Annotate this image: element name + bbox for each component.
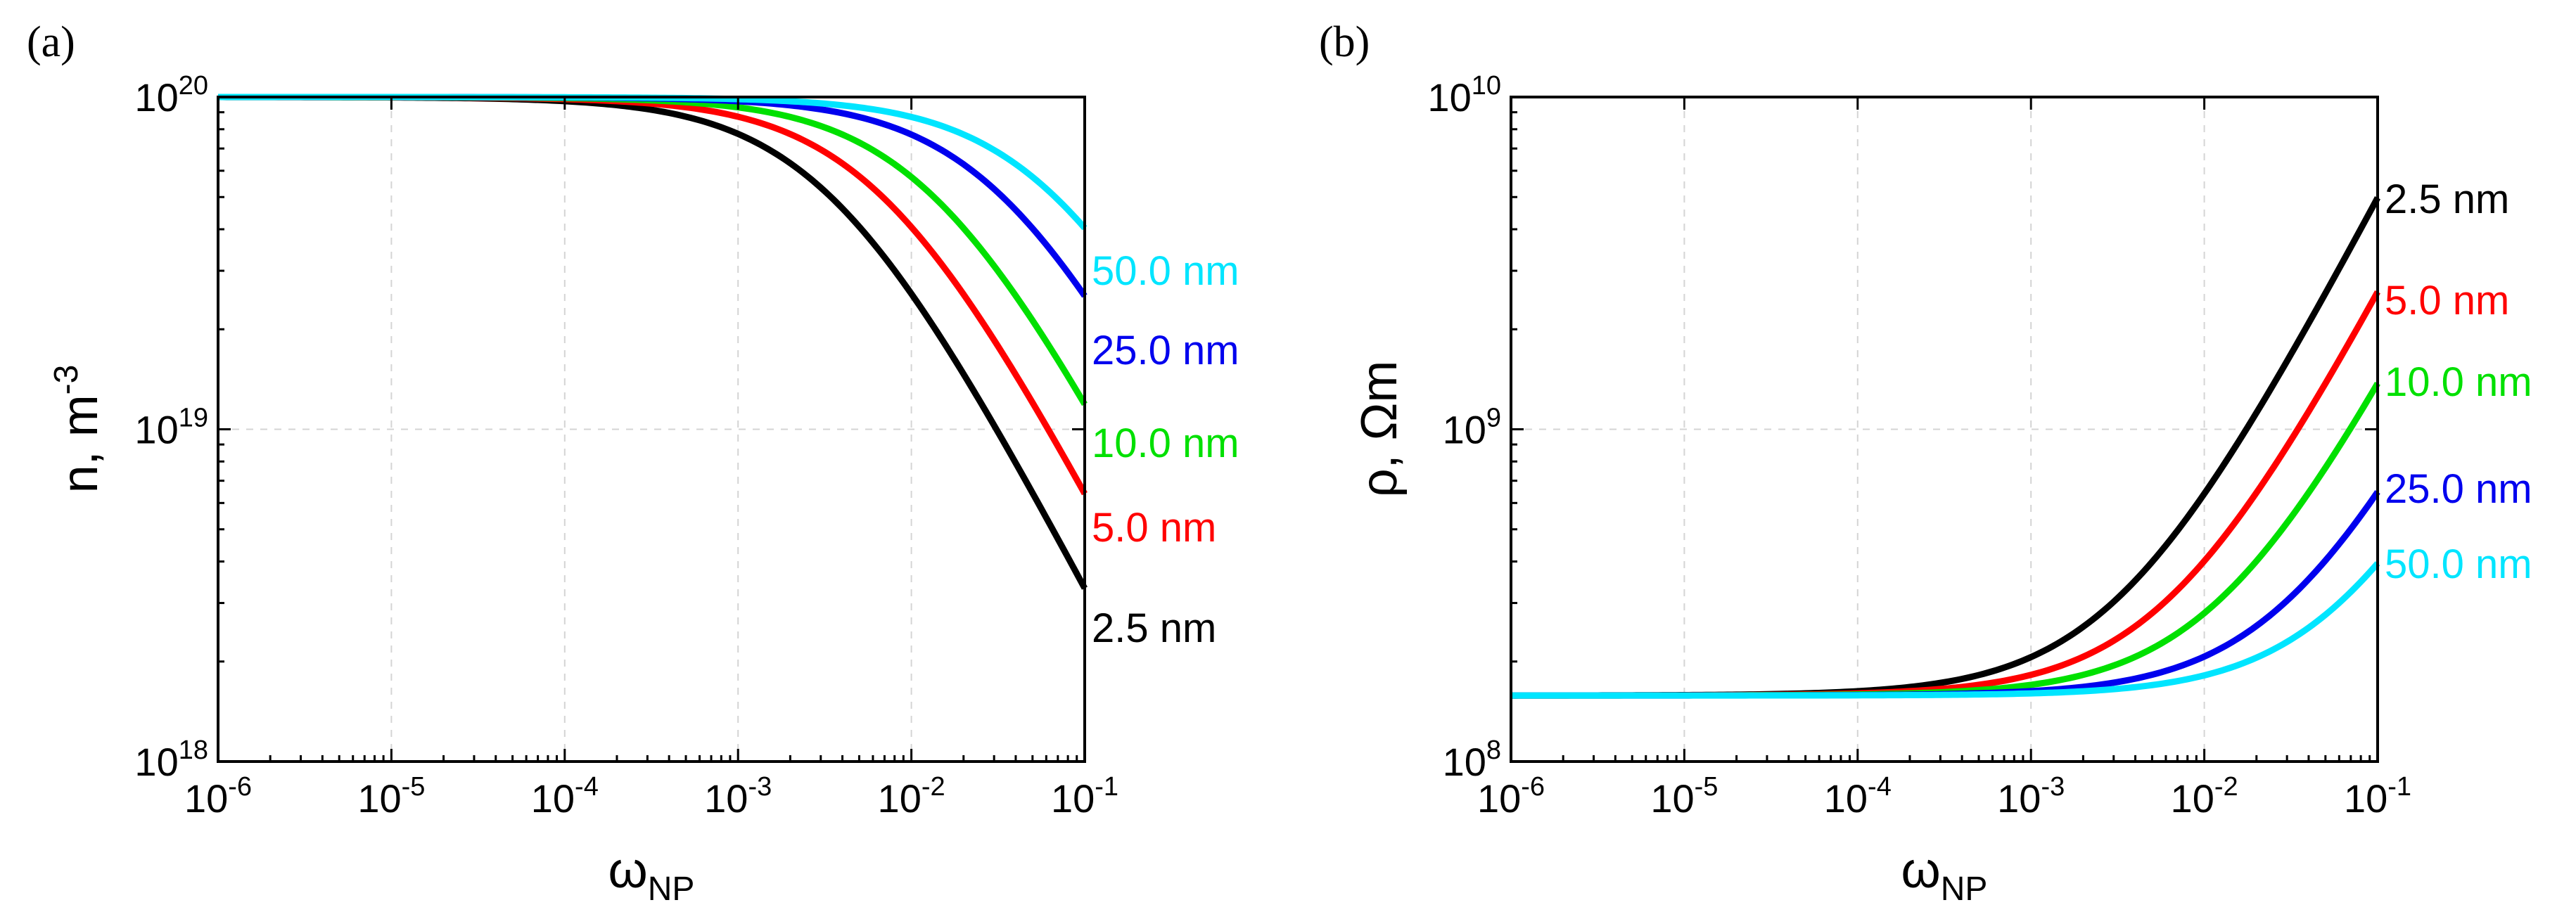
series-line-2-5-nm <box>1511 196 2380 699</box>
x-axis-label-b-main: ω <box>1901 842 1941 899</box>
series-line-25-0-nm <box>218 94 1088 298</box>
x-tick-label-base: 10 <box>2171 776 2214 821</box>
x-tick-label-base: 10 <box>1477 776 1521 821</box>
x-tick-label: 10-6 <box>184 772 252 821</box>
panel-label-a: (a) <box>27 18 75 66</box>
series-line-25-0-nm <box>1511 490 2380 699</box>
x-tick-label-base: 10 <box>1051 776 1095 821</box>
y-tick-label-exp: 18 <box>179 736 208 765</box>
y-tick-label: 1020 <box>134 71 208 120</box>
x-tick-label-base: 10 <box>184 776 228 821</box>
series-label-a: 5.0 nm <box>1092 505 1216 551</box>
x-tick-label-base: 10 <box>531 776 575 821</box>
y-axis-label-a: n, m-3 <box>48 365 108 494</box>
x-tick-label: 10-2 <box>2171 772 2238 821</box>
y-tick-label-base: 10 <box>1443 740 1486 784</box>
x-tick-label-exp: -3 <box>2041 772 2065 802</box>
x-tick-label-exp: -5 <box>1695 772 1719 802</box>
y-tick-label: 109 <box>1443 404 1501 452</box>
series-line-2-5-nm <box>218 94 1088 590</box>
x-axis-label-a-sub: NP <box>648 871 695 908</box>
y-tick-label-base: 10 <box>1427 75 1471 120</box>
x-tick-label-base: 10 <box>1824 776 1868 821</box>
x-tick-label-exp: -6 <box>228 772 252 802</box>
y-tick-label: 1010 <box>1427 71 1501 120</box>
x-tick-label-base: 10 <box>2344 776 2387 821</box>
y-axis-label-a-sup: -3 <box>48 365 85 395</box>
panel-label-b: (b) <box>1319 18 1370 66</box>
series-line-50-0-nm <box>218 94 1088 231</box>
x-tick-label-exp: -2 <box>922 772 945 802</box>
chart-a: (a) 10-6 10-5 10-4 10-3 10-2 10-1 10181019102… <box>27 18 1239 908</box>
y-tick-label: 108 <box>1443 736 1501 784</box>
x-tick-label: 10-4 <box>1824 772 1892 821</box>
x-tick-label-exp: -1 <box>1095 772 1118 802</box>
series-label-b: 25.0 nm <box>2385 466 2532 512</box>
chart-b: (b) 10-6 10-5 10-4 10-3 10-2 10-1 1081091010 … <box>1319 18 2532 908</box>
series-label-b: 2.5 nm <box>2385 176 2509 222</box>
x-tick-label: 10-3 <box>704 772 772 821</box>
y-tick-label-exp: 9 <box>1486 404 1501 433</box>
x-tick-label-exp: -6 <box>1521 772 1545 802</box>
x-axis-label-b-sub: NP <box>1941 871 1988 908</box>
x-tick-label-base: 10 <box>878 776 922 821</box>
x-tick-label-exp: -2 <box>2214 772 2238 802</box>
y-tick-label-exp: 20 <box>179 71 208 101</box>
x-axis-label-b: ωNP <box>1901 842 1988 908</box>
series-label-b: 10.0 nm <box>2385 359 2532 405</box>
x-tick-label: 10-2 <box>878 772 945 821</box>
x-axis-label-a-main: ω <box>608 842 648 899</box>
y-axis-label-b-main: ρ, Ωm <box>1351 361 1408 498</box>
y-tick-label: 1018 <box>134 736 208 784</box>
y-axis-label-a-main: n, m <box>52 394 108 493</box>
x-tick-label: 10-4 <box>531 772 599 821</box>
x-tick-label: 10-5 <box>357 772 425 821</box>
series-label-a: 10.0 nm <box>1092 420 1239 466</box>
series-label-a: 50.0 nm <box>1092 248 1239 294</box>
y-tick-label-exp: 10 <box>1472 71 1501 101</box>
x-tick-label: 10-1 <box>2344 772 2411 821</box>
y-tick-label-exp: 19 <box>179 404 208 433</box>
y-tick-label-exp: 8 <box>1486 736 1501 765</box>
x-tick-label: 10-6 <box>1477 772 1545 821</box>
x-tick-label: 10-3 <box>1997 772 2065 821</box>
x-tick-label-exp: -1 <box>2387 772 2411 802</box>
x-tick-label-exp: -3 <box>748 772 772 802</box>
y-axis-label-b: ρ, Ωm <box>1351 361 1408 498</box>
y-tick-label-base: 10 <box>134 740 178 784</box>
series-label-b: 5.0 nm <box>2385 278 2509 323</box>
x-tick-label-base: 10 <box>1650 776 1694 821</box>
x-tick-label-exp: -4 <box>1868 772 1892 802</box>
y-tick-label-base: 10 <box>1443 408 1486 452</box>
y-tick-label-base: 10 <box>134 408 178 452</box>
y-tick-label: 1019 <box>134 404 208 452</box>
series-label-a: 2.5 nm <box>1092 605 1216 651</box>
series-line-50-0-nm <box>1511 561 2380 699</box>
x-tick-label-exp: -5 <box>402 772 426 802</box>
series-label-a: 25.0 nm <box>1092 328 1239 373</box>
x-axis-label-a: ωNP <box>608 842 695 908</box>
x-tick-label-base: 10 <box>1997 776 2041 821</box>
series-label-b: 50.0 nm <box>2385 541 2532 587</box>
x-tick-label: 10-5 <box>1650 772 1718 821</box>
y-tick-label-base: 10 <box>134 75 178 120</box>
x-tick-label-base: 10 <box>704 776 748 821</box>
x-tick-label: 10-1 <box>1051 772 1118 821</box>
x-tick-label-exp: -4 <box>575 772 599 802</box>
x-tick-label-base: 10 <box>357 776 401 821</box>
